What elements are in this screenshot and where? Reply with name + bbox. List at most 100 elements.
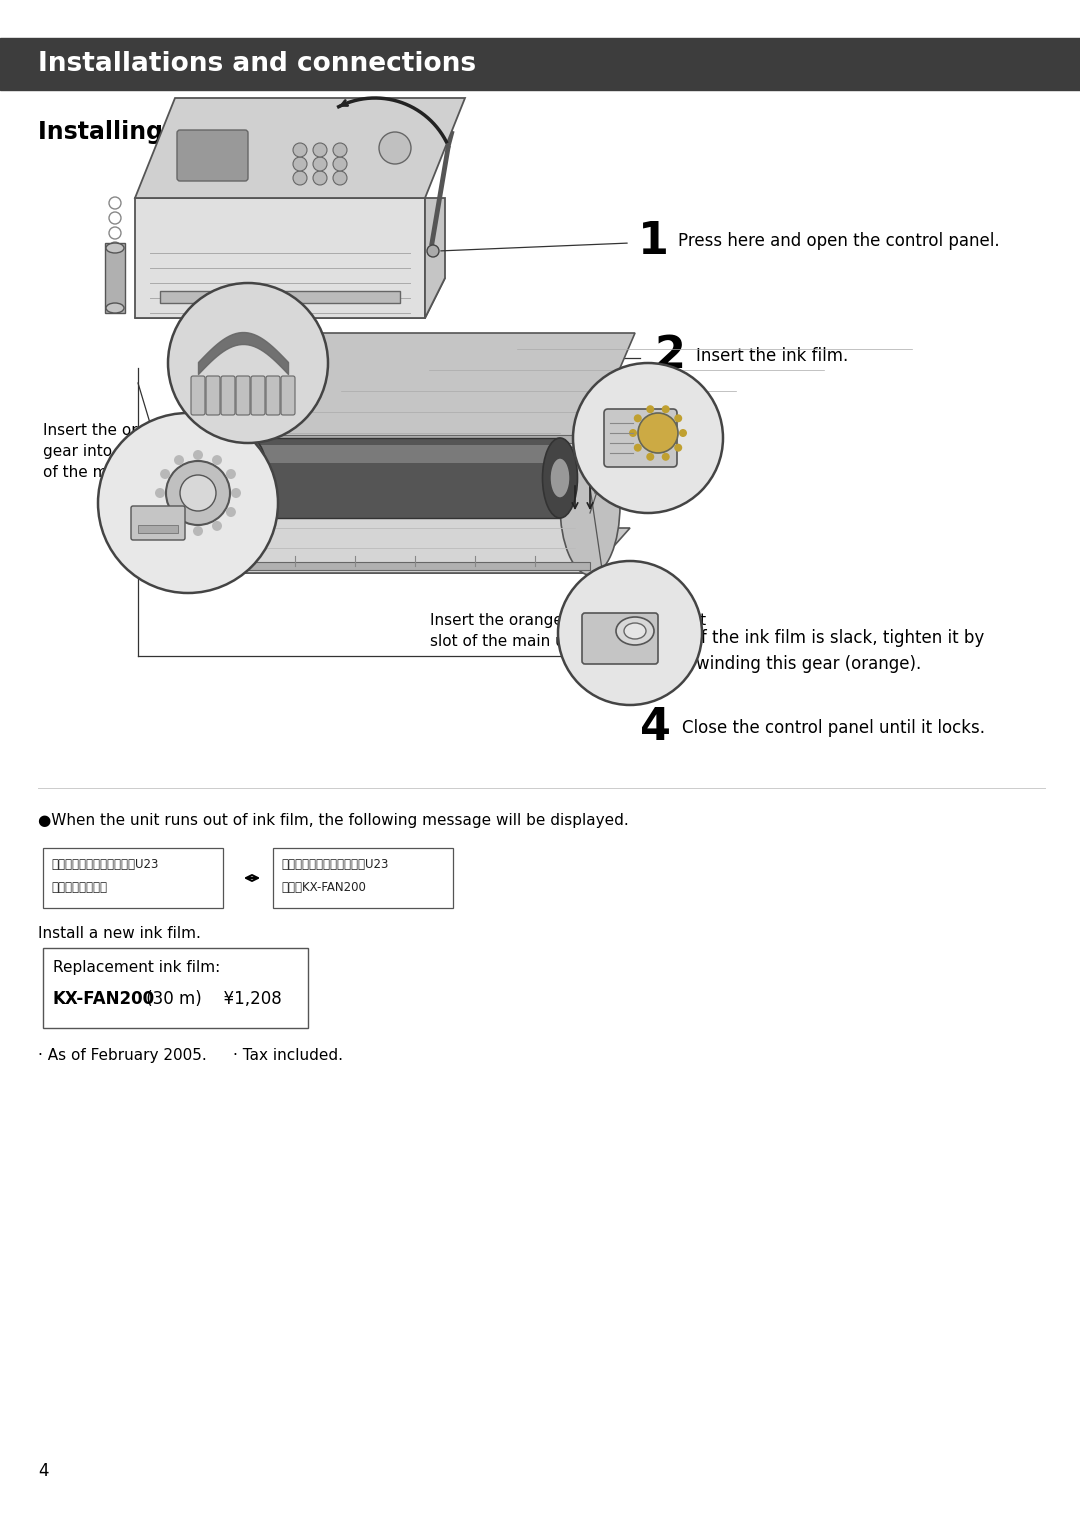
Text: 4: 4 bbox=[640, 706, 671, 750]
Text: Close the control panel until it locks.: Close the control panel until it locks. bbox=[681, 720, 985, 736]
Circle shape bbox=[674, 443, 683, 452]
Text: Replacement ink film:: Replacement ink film: bbox=[53, 960, 220, 975]
Bar bbox=[249, 439, 561, 518]
Ellipse shape bbox=[550, 458, 570, 498]
Bar bbox=[43, 848, 222, 908]
Circle shape bbox=[212, 455, 222, 465]
FancyBboxPatch shape bbox=[237, 376, 249, 416]
Circle shape bbox=[98, 413, 278, 593]
Circle shape bbox=[674, 414, 683, 422]
Text: ¥1,208: ¥1,208 bbox=[213, 990, 282, 1008]
Circle shape bbox=[662, 405, 670, 413]
Polygon shape bbox=[105, 243, 125, 313]
Ellipse shape bbox=[542, 439, 578, 518]
Bar bbox=[200, 562, 590, 570]
Text: Installing the ink film: Installing the ink film bbox=[38, 121, 324, 144]
Circle shape bbox=[646, 452, 654, 461]
Polygon shape bbox=[195, 529, 630, 573]
Polygon shape bbox=[195, 439, 590, 573]
Circle shape bbox=[573, 364, 723, 513]
Circle shape bbox=[313, 144, 327, 157]
Circle shape bbox=[379, 131, 411, 163]
Bar bbox=[0, 38, 1080, 90]
Ellipse shape bbox=[232, 439, 268, 518]
Circle shape bbox=[160, 507, 170, 516]
Bar bbox=[43, 947, 308, 1028]
Circle shape bbox=[646, 405, 654, 413]
FancyBboxPatch shape bbox=[266, 376, 280, 416]
Polygon shape bbox=[135, 199, 426, 318]
Bar bbox=[138, 526, 178, 533]
Text: Insert the orange core into the right
slot of the main unit.: Insert the orange core into the right sl… bbox=[430, 613, 706, 649]
Polygon shape bbox=[135, 278, 445, 318]
Text: Insert the orange
gear into the left slot
of the main unit.: Insert the orange gear into the left slo… bbox=[43, 423, 204, 480]
Circle shape bbox=[333, 157, 347, 171]
Bar bbox=[200, 435, 590, 443]
Circle shape bbox=[156, 487, 165, 498]
FancyBboxPatch shape bbox=[206, 376, 220, 416]
Text: 2: 2 bbox=[654, 335, 685, 377]
Text: 交換してください: 交換してください bbox=[51, 882, 107, 894]
Text: Install a new ink film.: Install a new ink film. bbox=[38, 926, 201, 941]
Text: KX-FAN200: KX-FAN200 bbox=[53, 990, 156, 1008]
Text: Installations and connections: Installations and connections bbox=[38, 50, 476, 76]
Polygon shape bbox=[195, 333, 635, 439]
Bar bbox=[160, 290, 400, 303]
Circle shape bbox=[293, 144, 307, 157]
Circle shape bbox=[226, 507, 235, 516]
Text: · As of February 2005.: · As of February 2005. bbox=[38, 1048, 206, 1063]
FancyBboxPatch shape bbox=[221, 376, 235, 416]
Text: (30 m): (30 m) bbox=[141, 990, 202, 1008]
Circle shape bbox=[313, 157, 327, 171]
Ellipse shape bbox=[624, 623, 646, 639]
Polygon shape bbox=[426, 199, 445, 318]
Circle shape bbox=[174, 521, 184, 530]
Circle shape bbox=[166, 461, 230, 526]
Text: フィルムがなくなりましたU23: フィルムがなくなりましたU23 bbox=[281, 859, 389, 871]
FancyBboxPatch shape bbox=[281, 376, 295, 416]
Text: ●When the unit runs out of ink film, the following message will be displayed.: ●When the unit runs out of ink film, the… bbox=[38, 813, 629, 828]
FancyBboxPatch shape bbox=[582, 613, 658, 665]
Ellipse shape bbox=[616, 617, 654, 645]
Bar bbox=[249, 445, 561, 463]
Text: · Tax included.: · Tax included. bbox=[233, 1048, 343, 1063]
Circle shape bbox=[333, 144, 347, 157]
Circle shape bbox=[634, 443, 642, 452]
Circle shape bbox=[313, 171, 327, 185]
Text: If the ink film is slack, tighten it by
winding this gear (orange).: If the ink film is slack, tighten it by … bbox=[696, 630, 984, 674]
Circle shape bbox=[193, 526, 203, 536]
Circle shape bbox=[193, 451, 203, 460]
Text: 4: 4 bbox=[38, 1462, 49, 1481]
Ellipse shape bbox=[170, 440, 220, 570]
Circle shape bbox=[629, 429, 637, 437]
FancyBboxPatch shape bbox=[191, 376, 205, 416]
Text: 1: 1 bbox=[638, 220, 669, 263]
Bar bbox=[273, 848, 453, 908]
Circle shape bbox=[427, 244, 438, 257]
Ellipse shape bbox=[106, 243, 124, 254]
Circle shape bbox=[333, 171, 347, 185]
Circle shape bbox=[212, 521, 222, 530]
Text: Press here and open the control panel.: Press here and open the control panel. bbox=[678, 232, 1000, 251]
Circle shape bbox=[180, 475, 216, 510]
FancyBboxPatch shape bbox=[177, 130, 248, 180]
Text: フィルムがなくなりましたU23: フィルムがなくなりましたU23 bbox=[51, 859, 159, 871]
Circle shape bbox=[168, 283, 328, 443]
FancyBboxPatch shape bbox=[604, 410, 677, 468]
Text: Insert the ink film.: Insert the ink film. bbox=[696, 347, 848, 365]
Text: 品番：KX-FAN200: 品番：KX-FAN200 bbox=[281, 882, 366, 894]
Ellipse shape bbox=[106, 303, 124, 313]
Circle shape bbox=[293, 171, 307, 185]
Circle shape bbox=[638, 413, 678, 452]
FancyBboxPatch shape bbox=[131, 506, 185, 539]
Circle shape bbox=[679, 429, 687, 437]
Circle shape bbox=[293, 157, 307, 171]
Circle shape bbox=[558, 561, 702, 704]
Polygon shape bbox=[135, 98, 465, 199]
Circle shape bbox=[226, 469, 235, 478]
Text: 3: 3 bbox=[654, 634, 685, 677]
Circle shape bbox=[231, 487, 241, 498]
Ellipse shape bbox=[561, 435, 620, 575]
Circle shape bbox=[174, 455, 184, 465]
Circle shape bbox=[634, 414, 642, 422]
